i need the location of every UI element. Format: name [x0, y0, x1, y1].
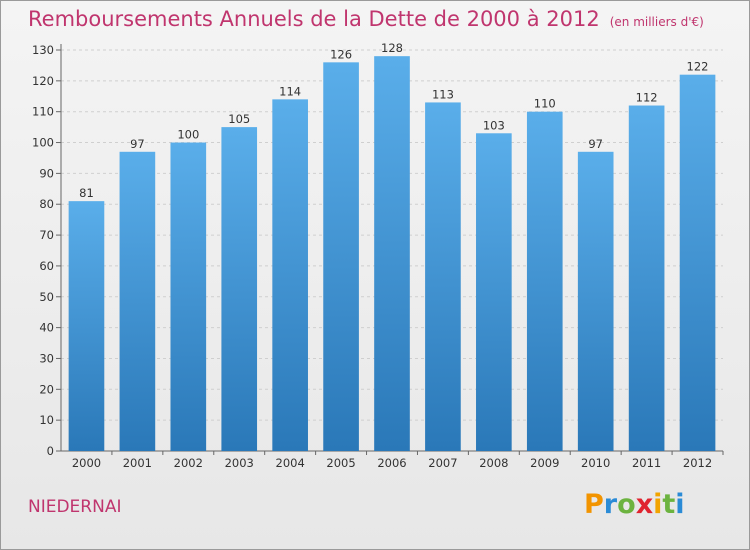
y-tick-label: 110 [32, 105, 54, 119]
bar [272, 99, 308, 451]
bar [679, 74, 716, 451]
x-tick-label: 2002 [174, 456, 203, 470]
logo-letter: x [635, 489, 654, 520]
logo-letter: P [584, 489, 604, 520]
x-tick-label: 2011 [632, 456, 661, 470]
y-tick-label: 50 [39, 290, 54, 304]
y-tick-label: 120 [32, 74, 54, 88]
bar [170, 142, 207, 452]
title-text: Remboursements Annuels de la Dette de 20… [28, 7, 600, 31]
x-tick-label: 2009 [530, 456, 559, 470]
unit-label: (en milliers d'€) [609, 15, 704, 29]
bar-value-label: 103 [483, 118, 505, 132]
bar-value-label: 128 [381, 41, 403, 55]
commune-name: NIEDERNAI [28, 497, 122, 517]
x-tick-label: 2005 [326, 456, 355, 470]
bar [526, 111, 563, 451]
logo-letter: r [603, 489, 618, 520]
bar-value-label: 122 [687, 60, 709, 74]
logo-letter: i [653, 489, 663, 520]
bar [476, 133, 512, 452]
x-tick-label: 2008 [479, 456, 508, 470]
bar-value-label: 100 [177, 128, 199, 142]
y-tick-label: 70 [39, 228, 54, 242]
proxiti-logo: Proxiti [584, 489, 685, 520]
logo-letter: o [617, 489, 636, 520]
bar [374, 56, 410, 452]
x-tick-label: 2004 [276, 456, 305, 470]
bar [221, 127, 258, 451]
y-tick-label: 60 [39, 259, 54, 273]
x-tick-label: 2000 [72, 456, 101, 470]
bar-value-label: 114 [279, 84, 301, 98]
bar-value-label: 105 [228, 112, 250, 126]
bar [425, 102, 461, 451]
x-tick-label: 2006 [377, 456, 406, 470]
logo-letter: t [662, 489, 676, 520]
bar [119, 151, 156, 452]
bar [68, 201, 105, 451]
bar [577, 151, 614, 452]
y-tick-label: 10 [39, 413, 54, 427]
chart-title: Remboursements Annuels de la Dette de 20… [28, 7, 704, 31]
bar-value-label: 81 [79, 186, 94, 200]
bar-value-label: 97 [588, 137, 603, 151]
x-tick-label: 2007 [428, 456, 457, 470]
y-tick-label: 40 [39, 321, 54, 335]
x-tick-label: 2001 [123, 456, 152, 470]
y-tick-label: 90 [39, 166, 54, 180]
bars: 81 97 100 105 114 126 128 113 103 110 97 112 122 [68, 41, 716, 452]
x-tick-label: 2012 [683, 456, 712, 470]
bar-value-label: 126 [330, 47, 352, 61]
x-tick-label: 2003 [225, 456, 254, 470]
bar-value-label: 113 [432, 87, 454, 101]
logo-letter: i [675, 489, 685, 520]
y-tick-label: 130 [32, 43, 54, 57]
x-tick-label: 2010 [581, 456, 610, 470]
bar-value-label: 97 [130, 137, 145, 151]
y-tick-label: 20 [39, 382, 54, 396]
bar-value-label: 110 [534, 97, 556, 111]
y-tick-label: 0 [47, 444, 54, 458]
bar-value-label: 112 [636, 91, 658, 105]
y-tick-label: 30 [39, 351, 54, 365]
bar [628, 105, 665, 452]
y-tick-label: 100 [32, 136, 54, 150]
y-tick-label: 80 [39, 197, 54, 211]
bar [323, 62, 359, 451]
